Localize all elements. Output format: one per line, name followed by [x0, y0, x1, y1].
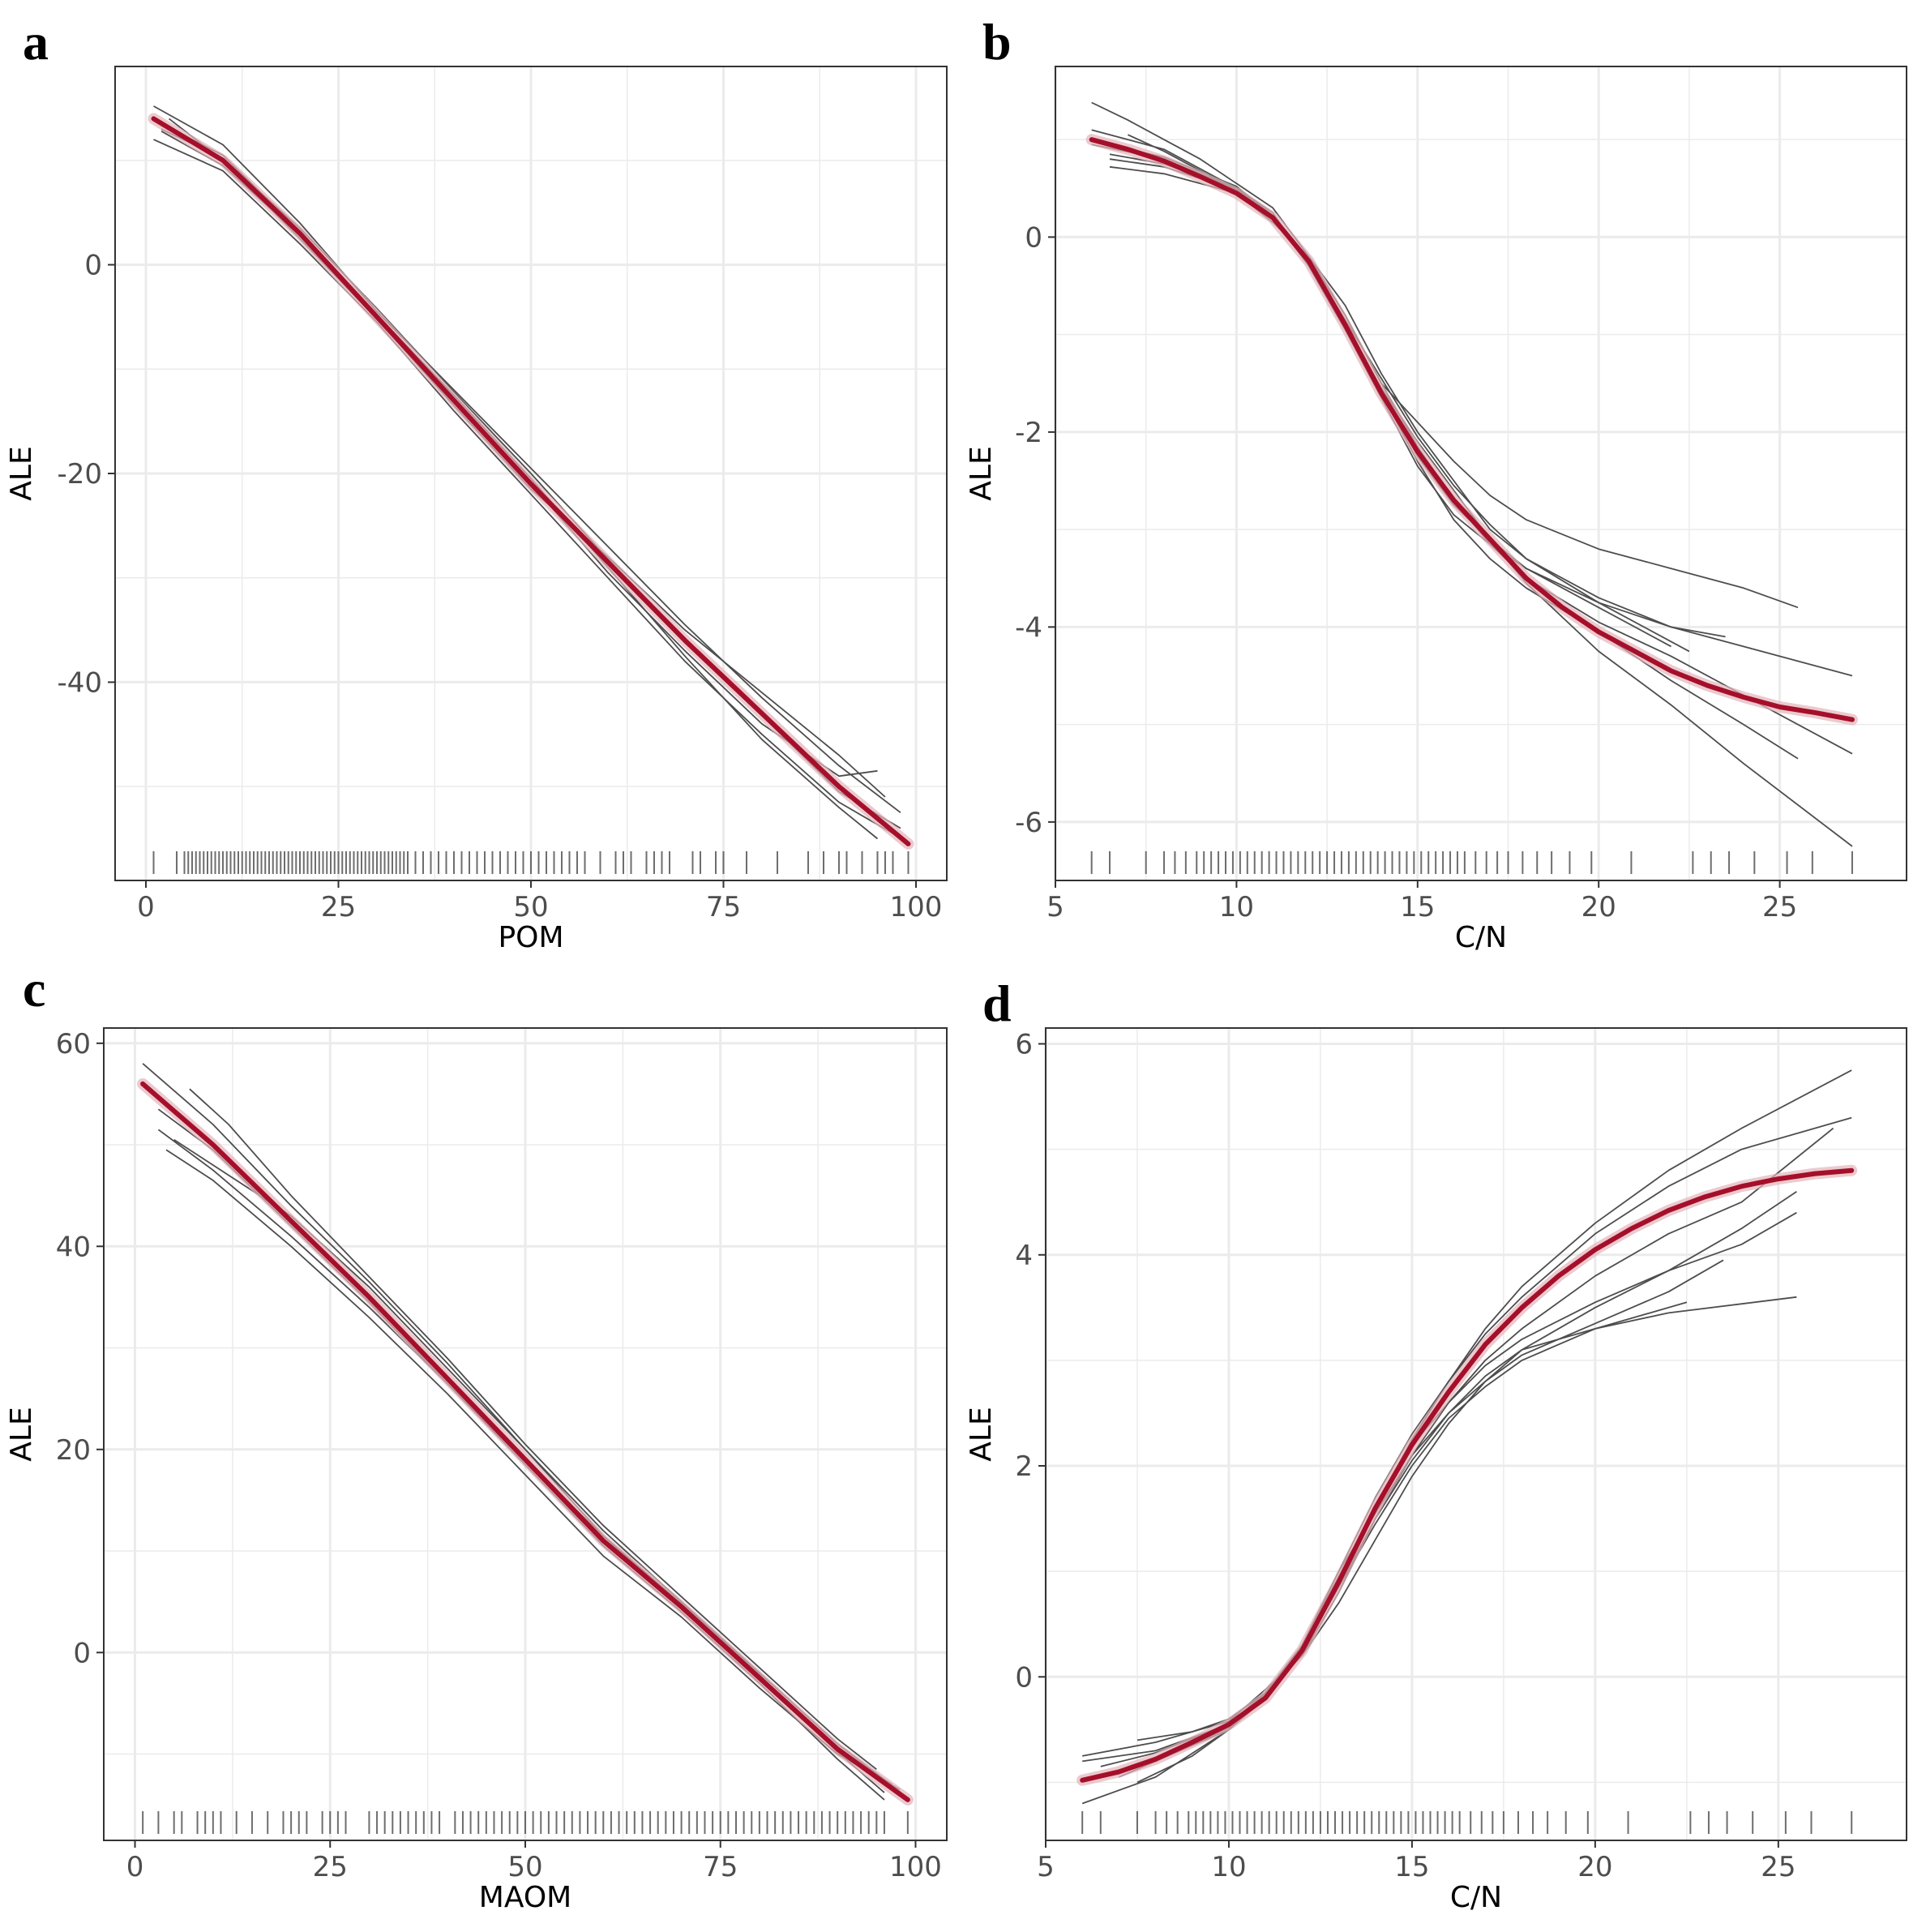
panel-frame-b: [1055, 66, 1907, 881]
panel-frame-d: [1045, 1027, 1907, 1841]
x-tick-label: 75: [703, 1851, 738, 1883]
rug-c: [142, 1811, 909, 1834]
rug-a: [152, 851, 909, 874]
rug-b: [1090, 851, 1853, 874]
ensemble-line-2: [165, 1149, 901, 1791]
y-tick-label: -20: [57, 458, 102, 490]
x-tick-label: 0: [137, 891, 155, 923]
chart-c: 0 25 50 75 100 60 40 20 0 MAOM ALE: [5, 1027, 948, 1914]
x-axis-title-c: MAOM: [479, 1881, 571, 1914]
x-tick-label: 25: [313, 1851, 348, 1883]
ensemble-line-3: [189, 1088, 877, 1771]
y-tick-label: -6: [1015, 807, 1042, 839]
x-tick-label: 10: [1219, 891, 1254, 923]
chart-b: 5 10 15 20 25 0 -2 -4 -6 C/N ALE: [965, 66, 1907, 954]
x-tick-label: 25: [1762, 891, 1797, 923]
x-axis-title-a: POM: [498, 921, 563, 954]
y-tick-label: 60: [56, 1028, 91, 1060]
ensemble-line-1: [153, 105, 901, 814]
y-axis-title-b: ALE: [965, 446, 998, 500]
rug-d: [1081, 1811, 1853, 1834]
x-tick-label: 50: [513, 891, 548, 923]
ensemble-line-8: [1128, 148, 1690, 653]
x-tick-label: 10: [1211, 1851, 1246, 1883]
plot-area-d: [1046, 1028, 1907, 1840]
y-tick-label: 6: [1015, 1029, 1033, 1061]
y-tick-label: 0: [73, 1637, 91, 1669]
x-tick-label: 5: [1037, 1851, 1055, 1883]
x-tick-label: 100: [890, 891, 943, 923]
y-tick-label: 2: [1015, 1450, 1033, 1483]
y-tick-label: -2: [1015, 417, 1042, 449]
panel-label-b: b: [982, 13, 1012, 71]
panel-label-c: c: [23, 960, 46, 1017]
y-tick-label: 0: [84, 250, 102, 282]
x-tick-label: 25: [321, 891, 356, 923]
y-tick-label: 4: [1015, 1240, 1033, 1272]
y-axis-title-a: ALE: [5, 446, 38, 500]
x-tick-label: 20: [1581, 891, 1616, 923]
x-tick-label: 100: [889, 1851, 942, 1883]
x-tick-label: 15: [1400, 891, 1435, 923]
x-tick-label: 15: [1394, 1851, 1429, 1883]
mean-ale-line-c: [140, 1081, 910, 1802]
y-tick-label: -4: [1015, 611, 1042, 644]
x-tick-label: 50: [507, 1851, 542, 1883]
panel-label-a: a: [23, 13, 49, 71]
panel-label-d: d: [982, 975, 1012, 1032]
x-tick-label: 0: [126, 1851, 144, 1883]
y-tick-label: 0: [1025, 221, 1042, 254]
y-axis-title-c: ALE: [5, 1407, 38, 1461]
y-tick-label: -40: [57, 666, 102, 699]
x-tick-label: 75: [706, 891, 741, 923]
x-tick-label: 20: [1577, 1851, 1612, 1883]
x-tick-label: 25: [1761, 1851, 1795, 1883]
y-tick-label: 40: [56, 1231, 91, 1263]
chart-a: 0 25 50 75 100 0 -20 -40 POM ALE: [5, 66, 948, 954]
x-axis-title-d: C/N: [1450, 1881, 1502, 1914]
mean-ale-line-d: [1080, 1167, 1855, 1783]
mean-ale-line-b: [1089, 137, 1855, 722]
ensemble-line-2: [153, 139, 893, 834]
y-axis-title-d: ALE: [965, 1407, 998, 1461]
x-tick-label: 5: [1046, 891, 1064, 923]
y-tick-label: 20: [56, 1434, 91, 1467]
plot-area-b: [1055, 66, 1907, 880]
mean-ale-line-a: [151, 116, 911, 846]
y-tick-label: 0: [1015, 1661, 1033, 1694]
x-axis-title-b: C/N: [1455, 921, 1507, 954]
